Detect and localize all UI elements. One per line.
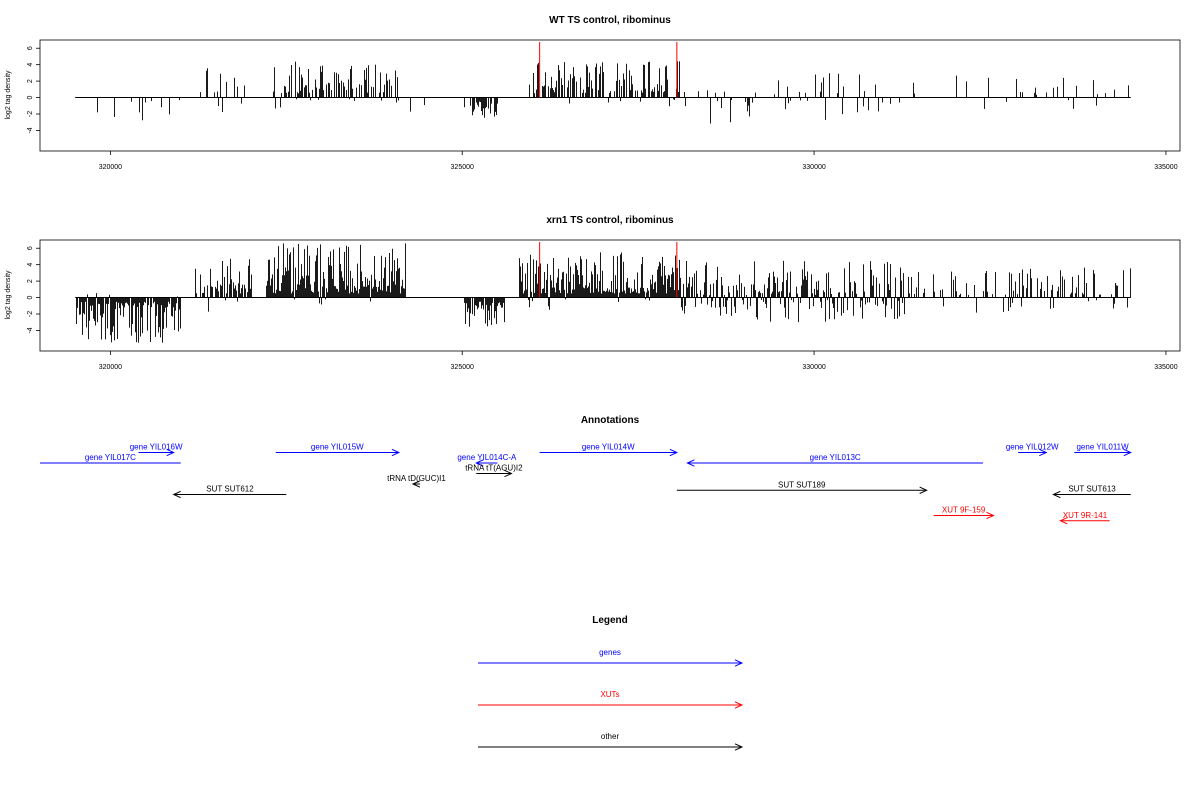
legend: Legend genes XUTs other (478, 615, 744, 751)
xrn1-x-tick-label: 320000 (99, 364, 122, 371)
annotations-title: Annotations (581, 415, 640, 426)
feature-gene-yil017c: gene YIL017C (40, 453, 181, 464)
feature-label: gene YIL015W (311, 443, 364, 452)
xrn1-y-tick-label: 6 (27, 246, 34, 250)
feature-label: gene YIL011W (1076, 443, 1129, 452)
feature-gene-yil014w: gene YIL014W (539, 443, 679, 457)
wt-x-tick-label: 335000 (1154, 164, 1177, 171)
xrn1-y-tick-label: -4 (27, 327, 34, 333)
wt-y-tick-label: -2 (27, 111, 34, 117)
feature-xut-9f-159: XUT 9F-159 (933, 506, 995, 520)
xrn1-y-tick-label: 2 (27, 279, 34, 283)
feature-gene-yil015w-head (391, 448, 401, 457)
wt-panel-title: WT TS control, ribominus (549, 15, 671, 26)
wt-x-tick-label: 325000 (451, 164, 474, 171)
xrn1-bars (75, 242, 1131, 343)
feature-gene-yil014c-a-head (475, 459, 484, 467)
feature-xut-9f-159-head (986, 511, 995, 520)
feature-label: gene YIL012W (1006, 443, 1059, 452)
feature-gene-yil011w-head (1123, 448, 1132, 457)
xrn1-y-tick-label: -2 (27, 311, 34, 317)
legend-item-genes-head (734, 659, 744, 667)
xrn1-panel: xrn1 TS control, ribominus log2 tag dens… (5, 215, 1181, 371)
feature-trna-tt-agu-i2: tRNA tT(AGU)I2 (465, 464, 523, 478)
feature-gene-yil013c: gene YIL013C (686, 453, 983, 467)
feature-sut-sut612-head (172, 490, 181, 499)
wt-y-axis-label: log2 tag density (5, 70, 12, 120)
legend-items: genes XUTs other (478, 648, 744, 751)
feature-label: tRNA tD(GUC)I1 (387, 474, 446, 483)
xrn1-y-tick-label: 4 (27, 263, 34, 267)
wt-plot-frame (39, 39, 1181, 152)
feature-label: SUT SUT189 (778, 480, 826, 489)
feature-label: SUT SUT612 (206, 485, 254, 494)
feature-sut-sut613-head (1052, 490, 1061, 499)
xrn1-panel-title: xrn1 TS control, ribominus (546, 215, 674, 226)
feature-gene-yil014w-head (669, 448, 679, 457)
legend-item-label: genes (599, 648, 621, 657)
wt-y-tick-label: -4 (27, 127, 34, 133)
xrn1-x-tick-label: 325000 (451, 364, 474, 371)
feature-trna-td-guc-i1: tRNA tD(GUC)I1 (387, 474, 446, 488)
legend-item-label: XUTs (600, 690, 619, 699)
xrn1-plot-frame (39, 239, 1181, 352)
legend-item-xuts-head (734, 701, 744, 709)
legend-item-other-head (734, 743, 744, 751)
feature-xut-9r-141: XUT 9R-141 (1059, 511, 1110, 525)
feature-label: gene YIL014C-A (457, 453, 517, 462)
feature-gene-yil012w-head (1039, 448, 1048, 457)
wt-x-tick-label: 330000 (802, 164, 825, 171)
feature-label: gene YIL016W (130, 443, 183, 452)
xrn1-x-tick-label: 335000 (1154, 364, 1177, 371)
wt-y-tick-label: 2 (27, 79, 34, 83)
legend-item-xuts: XUTs (478, 690, 744, 709)
legend-item-other: other (478, 732, 744, 751)
feature-gene-yil012w: gene YIL012W (1006, 443, 1059, 457)
feature-gene-yil011w: gene YIL011W (1074, 443, 1132, 457)
feature-gene-yil016w: gene YIL016W (130, 443, 183, 457)
xrn1-x-tick-label: 330000 (802, 364, 825, 371)
feature-gene-yil015w: gene YIL015W (275, 443, 401, 457)
wt-x-tick-label: 320000 (99, 164, 122, 171)
feature-label: XUT 9R-141 (1063, 511, 1108, 520)
wt-panel: WT TS control, ribominus log2 tag densit… (5, 15, 1181, 171)
wt-bars (75, 42, 1131, 124)
feature-gene-yil016w-head (166, 448, 175, 457)
feature-label: gene YIL013C (810, 453, 861, 462)
feature-sut-sut189: SUT SUT189 (676, 480, 928, 494)
feature-trna-td-guc-i1-head (411, 480, 421, 488)
wt-axes: 320000 325000 330000 335000 -4 -2 0 2 4 6 (27, 46, 1178, 171)
feature-gene-yil014c-a: gene YIL014C-A (457, 453, 517, 467)
legend-item-genes: genes (478, 648, 744, 667)
feature-label: tRNA tT(AGU)I2 (465, 464, 523, 473)
feature-label: SUT SUT613 (1068, 485, 1116, 494)
wt-y-tick-label: 6 (27, 46, 34, 50)
feature-sut-sut612: SUT SUT612 (172, 485, 287, 499)
legend-item-label: other (601, 732, 620, 741)
feature-label: XUT 9F-159 (942, 506, 986, 515)
feature-gene-yil013c-head (686, 459, 695, 467)
feature-xut-9r-141-head (1059, 517, 1068, 525)
wt-y-tick-label: 0 (27, 96, 34, 100)
feature-label: gene YIL014W (582, 443, 635, 452)
feature-label: gene YIL017C (85, 453, 136, 462)
feature-sut-sut189-head (919, 486, 928, 494)
feature-sut-sut613: SUT SUT613 (1052, 485, 1131, 499)
legend-title: Legend (592, 615, 628, 626)
xrn1-y-axis-label: log2 tag density (5, 270, 12, 320)
feature-trna-tt-agu-i2-head (504, 469, 513, 478)
xrn1-axes: 320000 325000 330000 335000 -4 -2 0 2 4 6 (27, 246, 1178, 371)
wt-y-tick-label: 4 (27, 63, 34, 67)
xrn1-y-tick-label: 0 (27, 296, 34, 300)
